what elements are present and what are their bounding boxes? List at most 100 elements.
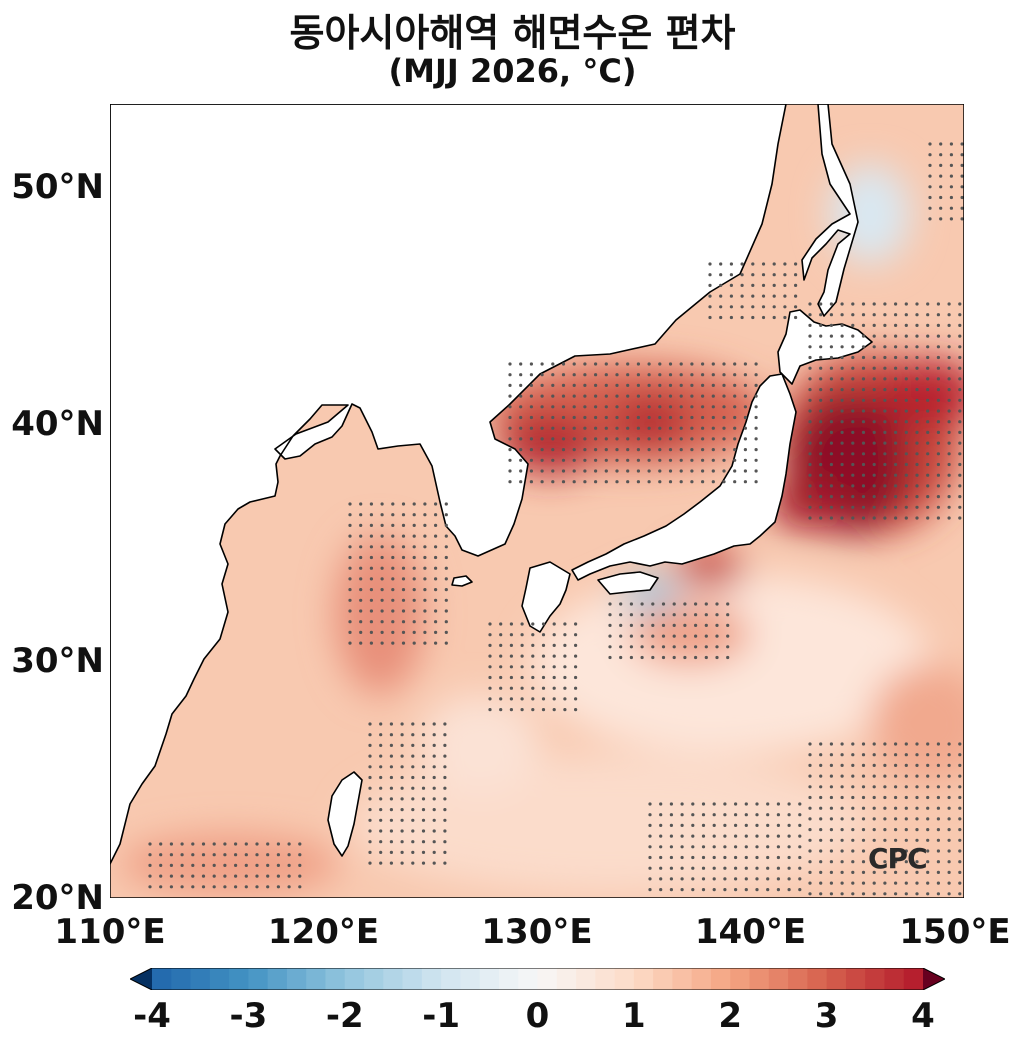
stipple-dot: [615, 383, 619, 387]
stipple-dot: [958, 366, 962, 370]
y-tick-label: 40°N: [11, 403, 104, 444]
stipple-dot: [894, 409, 898, 413]
stipple-dot: [701, 458, 705, 462]
stipple-dot: [594, 437, 598, 441]
stipple-dot: [743, 448, 748, 452]
stipple-dot: [626, 415, 630, 420]
stipple-dot: [840, 795, 844, 800]
stipple-dot: [411, 808, 415, 812]
stipple-dot: [915, 430, 919, 434]
stipple-dot: [926, 495, 930, 499]
stipple-dot: [926, 753, 930, 757]
stipple-dot: [234, 885, 238, 889]
stipple-dot: [647, 383, 651, 387]
stipple-dot: [629, 634, 634, 638]
stipple-dot: [411, 818, 415, 822]
stipple-dot: [819, 313, 823, 317]
stipple-dot: [583, 437, 587, 441]
stipple-dot: [808, 452, 812, 456]
stipple-dot: [766, 834, 770, 838]
stipple-dot: [541, 708, 546, 712]
stipple-dot: [636, 362, 641, 366]
stipple-dot: [947, 484, 951, 488]
stipple-dot: [840, 838, 844, 842]
stipple-dot: [958, 409, 962, 413]
stipple-dot: [694, 645, 698, 649]
stipple-dot: [772, 315, 776, 320]
stipple-dot: [840, 505, 844, 509]
stipple-dot: [704, 602, 708, 606]
stipple-dot: [851, 870, 855, 875]
stipple-dot: [444, 598, 448, 602]
stipple-dot: [861, 763, 866, 768]
stipple-dot: [604, 480, 608, 484]
stipple-dot: [840, 345, 844, 349]
stipple-dot: [509, 708, 513, 712]
stipple-dot: [851, 838, 855, 842]
stipple-dot: [926, 345, 930, 349]
stipple-dot: [883, 441, 887, 445]
stipple-dot: [808, 388, 812, 392]
stipple-dot: [947, 452, 951, 456]
stipple-dot: [541, 622, 546, 626]
stipple-dot: [722, 426, 726, 430]
stipple-dot: [819, 302, 823, 306]
stipple-dot: [936, 817, 941, 821]
stipple-dot: [733, 362, 737, 366]
stipple-dot: [808, 742, 812, 746]
stipple-dot: [540, 394, 544, 398]
stipple-dot: [936, 398, 941, 402]
stipple-dot: [626, 469, 630, 473]
stipple-dot: [411, 754, 415, 758]
stipple-dot: [401, 566, 406, 570]
stipple-dot: [540, 373, 544, 377]
stipple-dot: [744, 866, 748, 870]
stipple-dot: [754, 480, 758, 484]
stipple-dot: [840, 881, 844, 885]
stipple-dot: [754, 383, 758, 387]
stipple-dot: [936, 388, 941, 392]
stipple-dot: [434, 523, 438, 527]
stipple-dot: [904, 516, 908, 520]
stipple-dot: [540, 480, 544, 484]
stipple-dot: [808, 817, 812, 821]
stipple-dot: [926, 355, 930, 360]
stipple-dot: [359, 502, 363, 506]
stipple-dot: [726, 645, 730, 649]
stipple-dot: [540, 469, 544, 473]
stipple-dot: [783, 305, 787, 309]
stipple-dot: [368, 808, 372, 812]
stipple-dot: [691, 834, 695, 838]
stipple-dot: [658, 448, 662, 452]
stipple-dot: [551, 383, 555, 387]
stipple-dot: [766, 888, 770, 892]
colorbar-segment: [807, 968, 828, 990]
stipple-dot: [443, 850, 447, 855]
stipple-dot: [958, 473, 962, 477]
stipple-dot: [691, 855, 695, 860]
stipple-dot: [679, 437, 683, 441]
stipple-dot: [729, 262, 734, 266]
stipple-dot: [679, 383, 683, 387]
stipple-dot: [540, 415, 544, 420]
stipple-dot: [829, 753, 834, 757]
stipple-dot: [936, 441, 941, 445]
stipple-dot: [691, 823, 695, 828]
stipple-dot: [701, 426, 705, 430]
stipple-dot: [947, 302, 951, 306]
stipple-dot: [733, 458, 737, 462]
stipple-dot: [679, 394, 683, 398]
stipple-dot: [915, 516, 919, 520]
stipple-dot: [960, 185, 964, 189]
stipple-dot: [529, 448, 533, 452]
stipple-dot: [915, 334, 919, 338]
stipple-dot: [851, 313, 855, 317]
stipple-dot: [672, 623, 676, 628]
stipple-dot: [949, 174, 954, 178]
stipple-dot: [432, 775, 436, 780]
stipple-dot: [776, 888, 781, 892]
stipple-dot: [819, 742, 823, 746]
stipple-dot: [733, 469, 737, 473]
stipple-dot: [629, 613, 634, 617]
stipple-dot: [509, 654, 513, 658]
